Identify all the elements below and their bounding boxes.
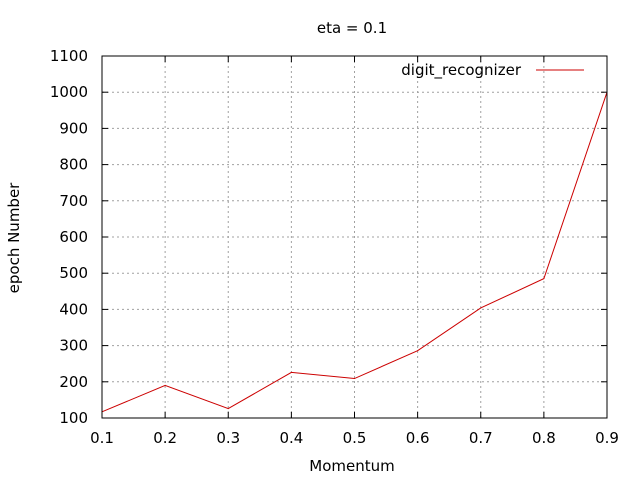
y-tick-label: 1000: [50, 83, 88, 101]
x-tick-label: 0.5: [343, 429, 367, 447]
legend-label: digit_recognizer: [401, 61, 522, 80]
x-tick-label: 0.6: [406, 429, 430, 447]
plot-frame: [101, 55, 608, 419]
y-tick-label: 400: [59, 300, 88, 318]
y-tick-label: 500: [59, 264, 88, 282]
x-tick-label: 0.7: [469, 429, 493, 447]
x-tick-labels: 0.1 0.2 0.3 0.4 0.5 0.6 0.7 0.8 0.9: [90, 429, 619, 447]
x-tick-label: 0.8: [532, 429, 556, 447]
chart-title: eta = 0.1: [317, 19, 387, 37]
x-tick-label: 0.9: [595, 429, 619, 447]
data-point: [354, 378, 355, 380]
y-tick-label: 600: [59, 228, 88, 246]
x-axis-label: Momentum: [309, 457, 394, 475]
y-tick-labels: 100 200 300 400 500 600 700 800 900 1000 1100: [50, 47, 88, 427]
data-point: [227, 408, 229, 410]
y-tick-label: 800: [59, 156, 88, 174]
y-tick-label: 200: [59, 373, 88, 391]
y-tick-label: 300: [59, 337, 88, 355]
data-point: [290, 371, 292, 373]
legend: digit_recognizer: [401, 61, 584, 80]
data-point: [480, 307, 482, 309]
x-tick-label: 0.2: [153, 429, 177, 447]
data-point: [417, 350, 419, 352]
y-tick-label: 900: [59, 119, 88, 137]
x-tick-label: 0.3: [216, 429, 240, 447]
x-tick-label: 0.4: [279, 429, 303, 447]
data-point: [543, 278, 545, 280]
x-tick-label: 0.1: [90, 429, 114, 447]
y-tick-label: 1100: [50, 47, 88, 65]
grid-lines: [102, 56, 607, 418]
data-point: [164, 384, 166, 386]
y-axis-label: epoch Number: [5, 182, 23, 294]
y-tick-label: 100: [59, 409, 88, 427]
y-tick-label: 700: [59, 192, 88, 210]
